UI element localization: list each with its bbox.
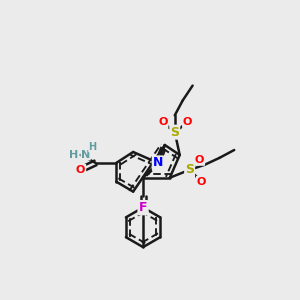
Text: O: O bbox=[195, 155, 204, 165]
Text: O: O bbox=[138, 204, 148, 214]
Text: O: O bbox=[158, 117, 168, 127]
Text: N: N bbox=[153, 156, 163, 170]
Text: N: N bbox=[81, 150, 90, 160]
Text: S: S bbox=[185, 163, 194, 176]
Text: O: O bbox=[183, 117, 192, 127]
Text: O: O bbox=[197, 177, 206, 187]
Text: F: F bbox=[139, 201, 147, 214]
Text: O: O bbox=[76, 165, 85, 175]
Text: H: H bbox=[88, 142, 97, 152]
Text: S: S bbox=[170, 126, 179, 139]
Text: H: H bbox=[69, 150, 79, 160]
